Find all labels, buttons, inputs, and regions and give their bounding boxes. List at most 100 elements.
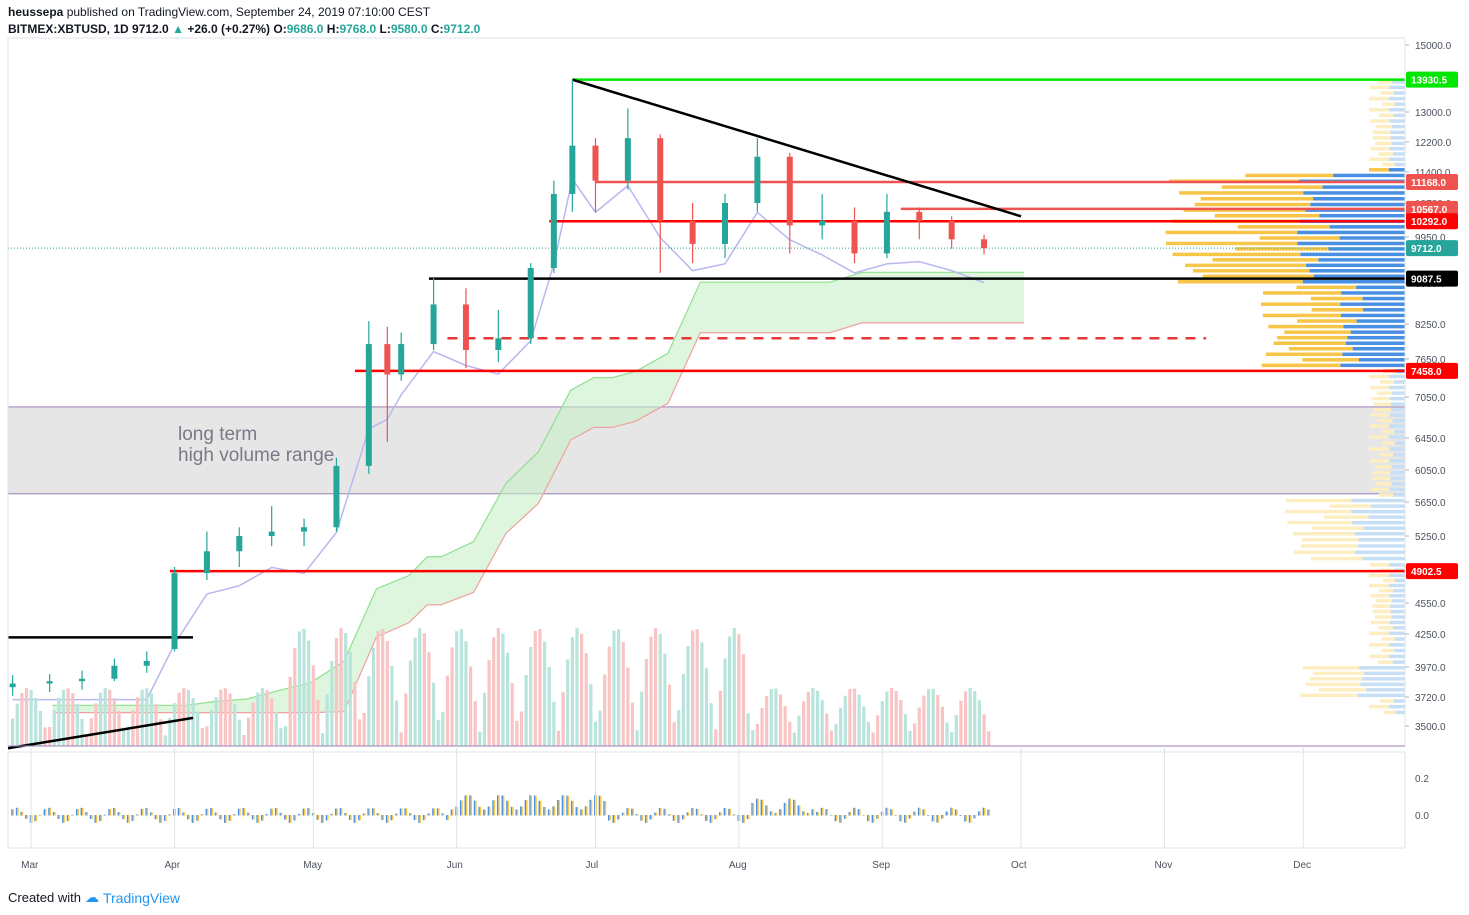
volume-bar <box>797 715 801 746</box>
candle-body <box>301 527 308 532</box>
osc-bar-up <box>401 808 403 816</box>
osc-bar-up <box>826 809 829 816</box>
vp-bar-up <box>1300 693 1358 698</box>
osc-bar-down <box>427 813 429 816</box>
osc-bar-up <box>512 806 514 816</box>
price-axis[interactable]: 15000.013000.012200.011400.010700.09950.… <box>7 37 1452 747</box>
high-value: 9768.0 <box>339 22 377 36</box>
candle <box>916 207 923 240</box>
osc-bar-up <box>322 815 324 823</box>
volume-bar <box>117 711 121 746</box>
vp-bar-down <box>1390 402 1405 406</box>
osc-bar-up <box>808 813 810 816</box>
vp-bar-down <box>1390 130 1405 135</box>
vp-bar-up <box>1369 96 1389 101</box>
osc-bar-up <box>748 815 750 820</box>
osc-bar-down <box>473 800 476 816</box>
vp-bar-down <box>1342 352 1405 357</box>
vp-bar-down <box>1389 119 1405 123</box>
volume-bar <box>954 715 958 746</box>
range-annotation-line-2[interactable]: high volume range <box>178 445 334 466</box>
volume-bar <box>575 628 579 746</box>
vp-bar-up <box>1369 168 1389 172</box>
vp-bar-down <box>1389 594 1405 598</box>
osc-bar-up <box>461 800 463 816</box>
vp-bar-down <box>1306 263 1405 268</box>
price-tag: 10567.0 <box>1406 200 1458 217</box>
price-tag-box <box>1406 362 1458 379</box>
volume-bar <box>496 628 500 746</box>
volume-bar <box>334 637 339 746</box>
osc-bar-up <box>470 795 472 816</box>
y-tick-label: 3500.0 <box>1415 722 1446 733</box>
vp-bar-down <box>1393 493 1405 497</box>
osc-bar-down <box>399 808 402 816</box>
osc-bar-down <box>126 815 129 823</box>
volume-bar <box>237 719 241 746</box>
publisher-name[interactable]: heussepa <box>8 5 64 19</box>
vp-bar-up <box>1369 654 1390 659</box>
vp-bar-up <box>1369 563 1390 567</box>
osc-bar-down <box>159 815 161 823</box>
osc-bar-down <box>718 812 721 816</box>
tradingview-brand[interactable]: TradingView <box>102 889 181 906</box>
osc-bar-down <box>742 815 744 823</box>
vp-bar-down <box>1391 141 1405 146</box>
vp-bar-up <box>1261 302 1341 306</box>
price-tag: 9087.5 <box>1406 270 1458 287</box>
osc-bar-up <box>359 815 361 821</box>
osc-bar-up <box>12 809 15 816</box>
vp-bar-down <box>1388 583 1405 588</box>
osc-bar-down <box>927 815 929 816</box>
cloud-span-b <box>52 322 1025 714</box>
range-annotation-line-1[interactable]: long term <box>178 424 257 445</box>
vp-bar-up <box>1200 197 1314 201</box>
vp-bar-up <box>1268 324 1344 329</box>
osc-bar-down <box>640 815 642 821</box>
vp-bar-down <box>1350 330 1405 334</box>
vp-bar-down <box>1363 671 1405 676</box>
osc-bar-up <box>988 809 991 816</box>
vp-bar-down <box>1390 476 1405 480</box>
osc-bar-down <box>163 815 166 821</box>
osc-bar-up <box>933 815 935 822</box>
vp-bar-up <box>1259 236 1340 240</box>
osc-bar-down <box>145 807 147 816</box>
osc-bar-up <box>327 815 329 821</box>
vp-bar-down <box>1319 213 1405 218</box>
price-tag: 10292.0 <box>1406 213 1458 230</box>
osc-bar-down <box>219 815 221 820</box>
osc-bar-up <box>947 811 949 816</box>
publish-line: heussepa published on TradingView.com, S… <box>8 4 480 21</box>
osc-bar-up <box>239 808 241 816</box>
time-axis[interactable]: Mar Apr May Jun Jul Aug Sep Oct Nov Dec <box>21 746 1311 871</box>
osc-bar-down <box>802 811 804 816</box>
osc-bar-down <box>936 815 938 823</box>
osc-bar-up <box>447 815 449 821</box>
osc-bar-down <box>302 808 305 816</box>
osc-bar-up <box>655 812 658 816</box>
osc-bar-up <box>91 815 93 819</box>
vp-bar-up <box>1371 413 1390 417</box>
osc-bar-up <box>109 808 112 816</box>
volume-bar <box>649 636 653 746</box>
volume-bar <box>436 720 440 746</box>
volume-bar <box>85 735 89 746</box>
symbol-label[interactable]: BITMEX:XBTUSD, 1D <box>8 22 129 36</box>
osc-bar-down <box>233 814 235 816</box>
osc-bar-up <box>715 815 718 820</box>
vp-bar-up <box>1375 482 1392 486</box>
volume-bar <box>561 692 565 746</box>
osc-bar-up <box>868 815 870 822</box>
osc-bar-up <box>822 807 824 816</box>
vp-bar-up <box>1183 208 1306 212</box>
vp-bar-up <box>1369 573 1389 578</box>
volume-bar <box>362 712 366 746</box>
volume-bar <box>246 717 251 746</box>
candle-body <box>550 193 557 268</box>
volume-bar <box>774 688 778 746</box>
candle <box>301 518 308 547</box>
osc-bar-down <box>478 806 480 816</box>
vp-bar-down <box>1392 660 1405 664</box>
